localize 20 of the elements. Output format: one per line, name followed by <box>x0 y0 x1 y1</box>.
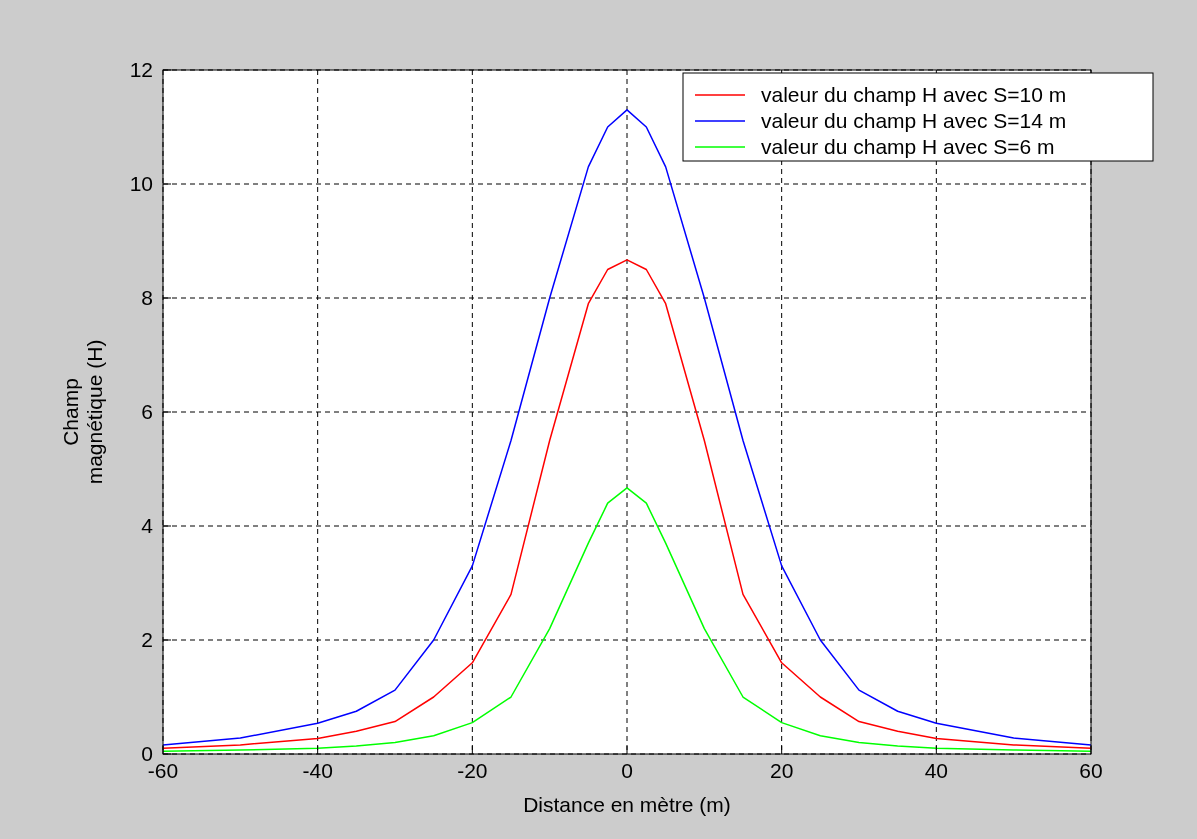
legend-label: valeur du champ H avec S=14 m <box>761 109 1067 132</box>
x-tick-label: 60 <box>1079 759 1103 782</box>
y-tick-label: 12 <box>129 58 153 81</box>
legend-label: valeur du champ H avec S=6 m <box>761 135 1055 158</box>
x-axis-title: Distance en mètre (m) <box>523 793 731 816</box>
y-tick-label: 4 <box>141 514 154 537</box>
y-tick-label: 8 <box>141 286 153 309</box>
x-tick-label: 20 <box>769 759 794 782</box>
line-series <box>162 109 1092 746</box>
y-tick-label: 2 <box>141 628 153 651</box>
x-tick-label: -20 <box>457 759 488 782</box>
x-tick-label: -40 <box>302 759 333 782</box>
x-tick-label: 0 <box>621 759 633 782</box>
y-tick-label: 6 <box>141 400 153 423</box>
y-tick-label: 10 <box>129 172 153 195</box>
y-tick-label: 0 <box>141 742 153 765</box>
line-series <box>162 259 1092 750</box>
y-axis-title: Champ magnétique (H) <box>59 339 106 485</box>
legend-label: valeur du champ H avec S=10 m <box>761 83 1067 106</box>
x-tick-label: 40 <box>924 759 949 782</box>
